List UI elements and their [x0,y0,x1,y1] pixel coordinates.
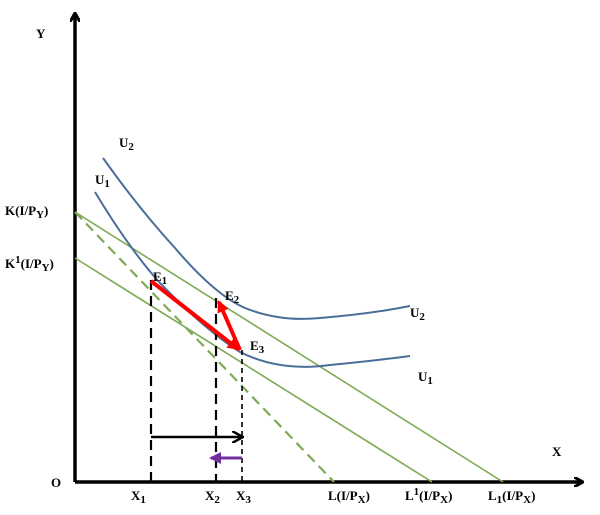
x-axis-label: X [552,444,562,459]
u2-left-label: U2 [119,135,134,153]
y-intercept-k1-label: K1(I/PY) [5,254,54,274]
e2-label: E2 [225,288,240,306]
x1-label: X1 [131,488,146,506]
e3-label: E3 [250,338,265,356]
arrow-e1-to-e3 [149,279,240,351]
e1-label: E1 [153,269,167,287]
x-intercept-l1-label: L1(I/PX) [488,488,535,506]
budget-line-k-l1 [74,211,504,483]
budget-line-k-l-dashed [74,211,335,483]
origin-label: O [51,475,61,490]
x-intercept-l-label: L(I/PX) [328,488,370,506]
x3-label: X3 [236,488,251,506]
u2-right-label: U2 [410,305,425,323]
y-intercept-k-label: K(I/PY) [5,203,48,221]
indifference-curve-u2 [102,157,411,320]
u1-left-label: U1 [95,172,110,190]
x-intercept-lprime-label: L1(I/PX) [405,486,452,506]
u1-right-label: U1 [418,369,433,387]
y-axis-label: Y [36,26,46,41]
x2-label: X2 [205,488,220,506]
budget-line-k1-lprime [74,257,433,483]
arrow-e3-to-e2 [217,300,242,351]
